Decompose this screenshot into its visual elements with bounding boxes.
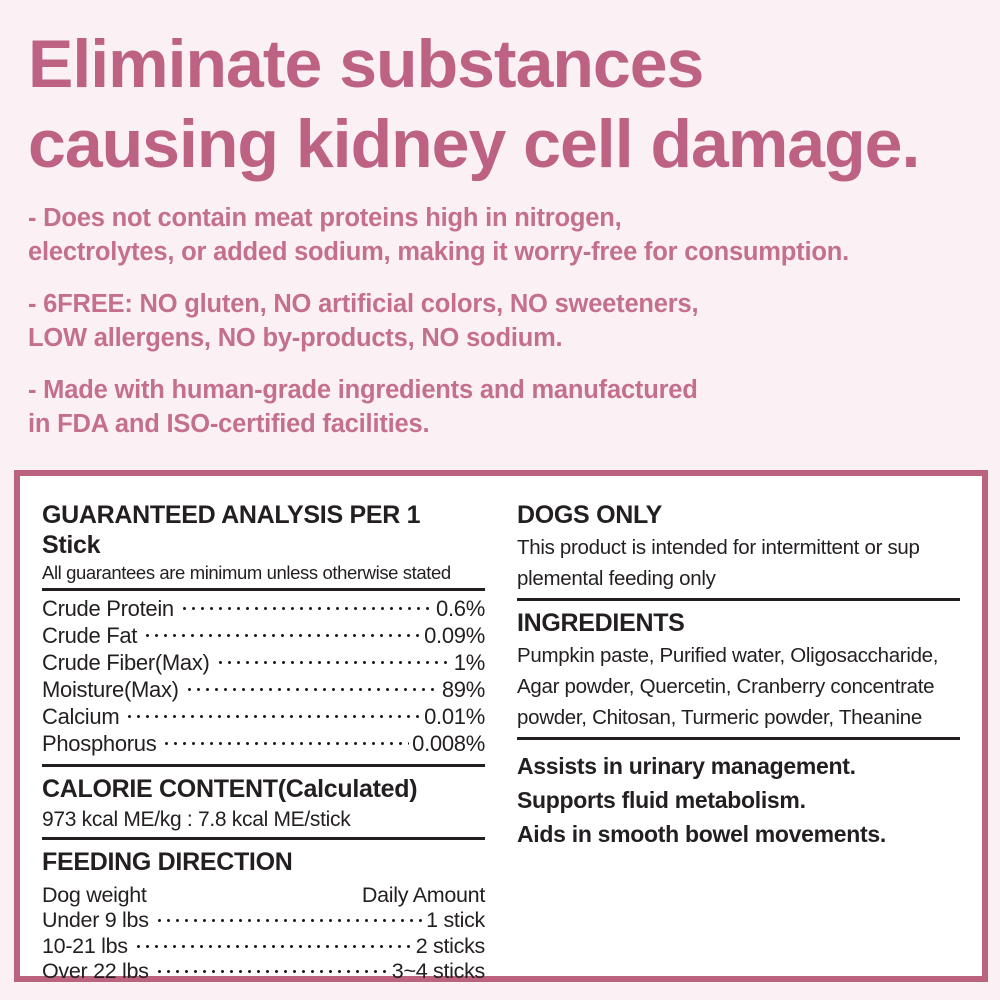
label-right-column: DOGS ONLY This product is intended for i… (517, 500, 960, 985)
benefit-bowel: Aids in smooth bowel movements. (517, 821, 886, 847)
ingredients-body: Pumpkin paste, Purified water, Oligosacc… (517, 644, 939, 729)
row-label: Crude Fat (42, 623, 138, 648)
row-label: Phosphorus (42, 731, 157, 756)
feeding-direction-section: FEEDING DIRECTION Dog weight Daily Amoun… (42, 847, 485, 985)
row-label: Calcium (42, 704, 120, 729)
dogs-only-body: This product is intended for intermitten… (517, 536, 920, 590)
calorie-content-title: CALORIE CONTENT(Calculated) (42, 775, 418, 803)
guaranteed-analysis-subtitle: All guarantees are minimum unless otherw… (42, 562, 451, 583)
feeding-table-header: Dog weight Daily Amount (42, 882, 485, 908)
dot-leader (215, 660, 451, 665)
label-left-column: GUARANTEED ANALYSIS PER 1 Stick All guar… (42, 500, 485, 985)
table-row: Over 22 lbs 3~4 sticks (42, 959, 485, 985)
dot-leader (125, 714, 422, 719)
calorie-content-value: 973 kcal ME/kg : 7.8 kcal ME/stick (42, 808, 351, 831)
row-value: 0.01% (424, 704, 485, 729)
table-row: 10-21 lbs 2 sticks (42, 934, 485, 960)
row-label: Over 22 lbs (42, 959, 149, 983)
table-row: Calcium 0.01% (42, 703, 485, 730)
feeding-header-daily-amount: Daily Amount (361, 883, 485, 907)
row-label: Under 9 lbs (42, 908, 149, 932)
divider-rule (42, 837, 485, 840)
row-value: 0.6% (436, 596, 485, 621)
row-value: 1 stick (426, 908, 485, 932)
row-value: 3~4 sticks (391, 959, 486, 983)
calorie-content-section: CALORIE CONTENT(Calculated) 973 kcal ME/… (42, 774, 485, 840)
bullet-no-meat-proteins: - Does not contain meat proteins high in… (28, 204, 849, 266)
divider-rule (42, 764, 485, 767)
dogs-only-title: DOGS ONLY (517, 501, 663, 529)
nutrition-label-box: GUARANTEED ANALYSIS PER 1 Stick All guar… (14, 470, 988, 985)
row-label: Moisture(Max) (42, 677, 179, 702)
feeding-table: Under 9 lbs 1 stick 10-21 lbs 2 sticks O… (42, 908, 485, 985)
page-title: Eliminate substances causing kidney cell… (28, 26, 920, 182)
dot-leader (179, 606, 434, 611)
bullet-human-grade: - Made with human-grade ingredients and … (28, 376, 698, 438)
row-label: Crude Fiber(Max) (42, 650, 210, 675)
divider-rule (517, 737, 960, 740)
row-value: 0.008% (412, 731, 485, 756)
ingredients-section: INGREDIENTS Pumpkin paste, Purified wate… (517, 608, 960, 740)
divider-rule (517, 598, 960, 601)
benefit-urinary: Assists in urinary management. (517, 753, 856, 779)
row-value: 1% (453, 650, 486, 675)
table-row: Phosphorus 0.008% (42, 730, 485, 757)
dot-leader (162, 741, 410, 746)
benefits-section: Assists in urinary management. Supports … (517, 749, 960, 851)
table-row: Crude Protein 0.6% (42, 595, 485, 622)
guaranteed-analysis-section: GUARANTEED ANALYSIS PER 1 Stick All guar… (42, 500, 485, 767)
dot-leader (184, 687, 439, 692)
benefit-fluid: Supports fluid metabolism. (517, 787, 806, 813)
row-label: Crude Protein (42, 596, 174, 621)
hero-section: Eliminate substances causing kidney cell… (28, 24, 984, 441)
dot-leader (154, 918, 424, 924)
table-row: Crude Fiber(Max) 1% (42, 649, 485, 676)
ingredients-title: INGREDIENTS (517, 609, 685, 637)
row-value: 0.09% (424, 623, 485, 648)
dogs-only-section: DOGS ONLY This product is intended for i… (517, 500, 960, 601)
row-value: 2 sticks (415, 933, 486, 958)
analysis-table: Crude Protein 0.6% Crude Fat 0.09% Crude… (42, 591, 485, 760)
bullet-6free: - 6FREE: NO gluten, NO artificial colors… (28, 290, 699, 352)
feeding-header-dog-weight: Dog weight (42, 883, 147, 907)
table-row: Under 9 lbs 1 stick (42, 908, 485, 934)
table-row: Moisture(Max) 89% (42, 676, 485, 703)
dot-leader (154, 969, 389, 975)
row-label: 10-21 lbs (42, 933, 128, 958)
dot-leader (143, 633, 422, 638)
divider-rule (42, 588, 485, 591)
feeding-direction-title: FEEDING DIRECTION (42, 848, 293, 876)
table-row: Crude Fat 0.09% (42, 622, 485, 649)
guaranteed-analysis-title: GUARANTEED ANALYSIS PER 1 Stick (42, 501, 421, 559)
dot-leader (133, 943, 413, 949)
row-value: 89% (441, 677, 485, 702)
